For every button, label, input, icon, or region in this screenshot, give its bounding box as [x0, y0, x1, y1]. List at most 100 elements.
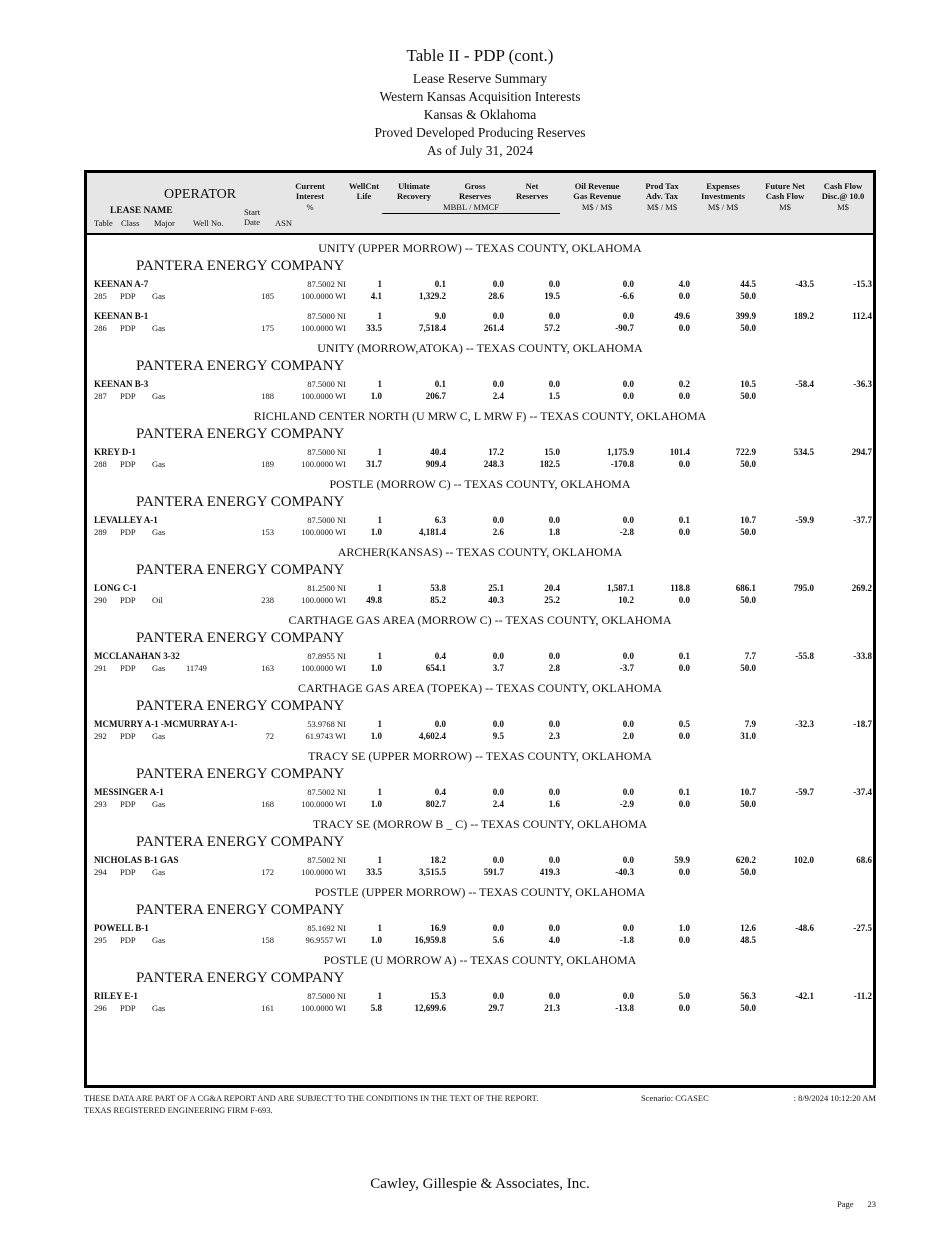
- cell-ult-line1: 0.0: [434, 719, 446, 729]
- cell-oilgas-line2: -2.8: [619, 527, 634, 537]
- cell-prodtax-line2: 0.0: [678, 867, 690, 877]
- cell-interest-line2: 100.0000 WI: [301, 459, 346, 469]
- cell-expenses-line2: 50.0: [740, 799, 756, 809]
- cell-cashflow-line1: -37.7: [853, 515, 872, 525]
- field-title: TRACY SE (MORROW B _ C) -- TEXAS COUNTY,…: [312, 817, 648, 831]
- cell-gross-line2: 40.3: [488, 595, 504, 605]
- cell-interest-line1: 87.8955 NI: [307, 651, 346, 661]
- cell-net-line2: 19.5: [544, 291, 560, 301]
- company-name: Cawley, Gillespie & Associates, Inc.: [370, 1176, 590, 1192]
- cell-prodtax-line2: 0.0: [678, 663, 690, 673]
- lease-section: ARCHER(KANSAS) -- TEXAS COUNTY, OKLAHOMA…: [94, 545, 872, 606]
- cell-wellcnt-line1: 1: [377, 279, 383, 289]
- cell-prodtax-line1: 0.1: [678, 515, 690, 525]
- unit-cash-flow-disc: M$: [837, 202, 849, 212]
- cell-ult-line2: 16,959.8: [414, 935, 447, 945]
- cell-cashflow-line1: -15.3: [853, 279, 872, 289]
- table-num: 285: [94, 291, 107, 301]
- cell-future-line1: -42.1: [795, 991, 814, 1001]
- lease-detail: 289 PDP Gas: [94, 526, 244, 538]
- cell-prodtax-line2: 0.0: [678, 459, 690, 469]
- cell-net-line1: 0.0: [548, 311, 560, 321]
- cell-net-line1: 0.0: [548, 923, 560, 933]
- cell-expenses-line1: 44.5: [740, 279, 756, 289]
- cell-expenses-line2: 50.0: [740, 595, 756, 605]
- lease-detail: 288 PDP Gas: [94, 458, 244, 470]
- cell-expenses-line2: 50.0: [740, 391, 756, 401]
- cell-cashflow-line1: 112.4: [852, 311, 872, 321]
- cell-interest-line1: 81.2500 NI: [307, 583, 346, 593]
- cell-oilgas-line1: 0.0: [622, 515, 634, 525]
- cell-future-line1: -43.5: [795, 279, 814, 289]
- cell-net-line1: 0.0: [548, 379, 560, 389]
- lease-row: RILEY E-1 87.5000 NI 1 15.3 0.0 0.0 0.0 5.0 56.3…: [94, 990, 872, 1014]
- col-header-wellcnt-life: WellCnt Life: [348, 181, 380, 201]
- table-body: UNITY (UPPER MORROW) -- TEXAS COUNTY, OK…: [87, 235, 873, 1014]
- cell-prodtax-line1: 101.4: [669, 447, 690, 457]
- lease-name: NICHOLAS B-1 GAS: [94, 855, 179, 865]
- cell-expenses-line2: 50.0: [740, 459, 756, 469]
- cell-cashflow-line1: -18.7: [853, 719, 872, 729]
- report-title-block: Table II - PDP (cont.) Lease Reserve Sum…: [84, 46, 876, 160]
- report-datetime: : 8/9/2024 10:12:20 AM: [793, 1093, 876, 1103]
- lease-detail: 294 PDP Gas: [94, 866, 244, 878]
- lease-name: LEVALLEY A-1: [94, 515, 158, 525]
- cell-net-line2: 419.3: [539, 867, 560, 877]
- cell-oilgas-line1: 0.0: [622, 787, 634, 797]
- field-title: TRACY SE (UPPER MORROW) -- TEXAS COUNTY,…: [308, 749, 652, 763]
- cell-oilgas-line2: 10.2: [618, 595, 634, 605]
- cell-gross-line1: 0.0: [492, 787, 504, 797]
- cell-gross-line2: 28.6: [488, 291, 504, 301]
- cell-expenses-line1: 686.1: [735, 583, 756, 593]
- cell-oilgas-line1: 0.0: [622, 719, 634, 729]
- cell-expenses-line2: 50.0: [740, 1003, 756, 1013]
- class-label: PDP: [120, 1003, 136, 1013]
- asn-value: 175: [261, 323, 274, 333]
- cell-net-line2: 4.0: [548, 935, 560, 945]
- cell-cashflow-line1: 294.7: [851, 447, 872, 457]
- cell-wellcnt-line2: 4.1: [370, 291, 382, 301]
- sub-label-asn: ASN: [275, 218, 293, 228]
- cell-net-line1: 0.0: [548, 279, 560, 289]
- cell-expenses-line1: 56.3: [740, 991, 756, 1001]
- lease-section: POSTLE (U MORROW A) -- TEXAS COUNTY, OKL…: [94, 954, 872, 1014]
- field-title: RICHLAND CENTER NORTH (U MRW C, L MRW F)…: [253, 409, 707, 423]
- cell-interest-line1: 87.5002 NI: [307, 279, 346, 289]
- operator-name: PANTERA ENERGY COMPANY: [136, 630, 345, 646]
- major-label: Gas: [152, 731, 166, 741]
- field-title: ARCHER(KANSAS) -- TEXAS COUNTY, OKLAHOMA: [337, 545, 623, 559]
- major-label: Gas: [152, 799, 166, 809]
- table-num: 289: [94, 527, 107, 537]
- lease-name: MESSINGER A-1: [94, 787, 164, 797]
- cell-wellcnt-line1: 1: [377, 787, 383, 797]
- lease-row: KEENAN A-7 87.5002 NI 1 0.1 0.0 0.0 0.0 4.0 44.5…: [94, 278, 872, 302]
- major-label: Gas: [152, 459, 166, 469]
- cell-ult-line1: 15.3: [430, 991, 446, 1001]
- cell-cashflow-line1: -36.3: [853, 379, 872, 389]
- report-subtitle-4: Proved Developed Producing Reserves: [374, 125, 586, 140]
- asn-value: 168: [261, 799, 274, 809]
- cell-net-line2: 1.6: [548, 799, 560, 809]
- lease-section: UNITY (MORROW,ATOKA) -- TEXAS COUNTY, OK…: [94, 342, 872, 402]
- cell-expenses-line1: 12.6: [740, 923, 756, 933]
- cell-prodtax-line1: 49.6: [674, 311, 690, 321]
- cell-gross-line2: 2.6: [492, 527, 504, 537]
- col-header-gross-reserves: Gross Reserves: [458, 181, 492, 201]
- class-label: PDP: [120, 935, 136, 945]
- cell-expenses-line2: 50.0: [740, 323, 756, 333]
- lease-detail: 292 PDP Gas: [94, 730, 244, 742]
- header-left-block: OPERATOR LEASE NAME Table Class Major We…: [94, 181, 292, 228]
- asn-value: 153: [261, 527, 274, 537]
- cell-oilgas-line1: 0.0: [622, 379, 634, 389]
- table-num: 286: [94, 323, 107, 333]
- lease-row: KEENAN B-1 87.5000 NI 1 9.0 0.0 0.0 0.0 49.6 399…: [94, 310, 872, 334]
- cell-net-line1: 15.0: [544, 447, 560, 457]
- sub-label-class: Class: [121, 218, 140, 228]
- cell-prodtax-line2: 0.0: [678, 935, 690, 945]
- cell-wellcnt-line1: 1: [377, 447, 383, 457]
- cell-future-line1: -59.7: [795, 787, 814, 797]
- table-header: OPERATOR LEASE NAME Table Class Major We…: [87, 173, 873, 235]
- table-num: 288: [94, 459, 107, 469]
- cell-oilgas-line1: 0.0: [622, 279, 634, 289]
- cell-net-line2: 182.5: [539, 459, 560, 469]
